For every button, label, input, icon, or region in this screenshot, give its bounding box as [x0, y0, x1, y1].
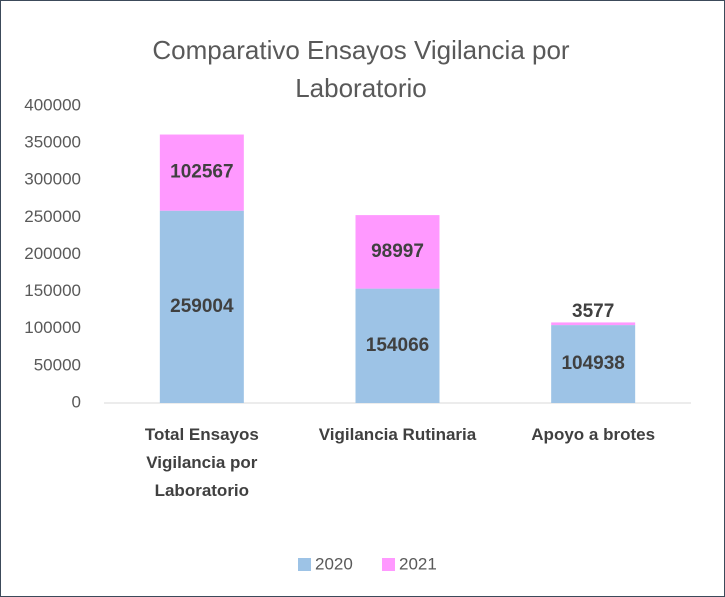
y-tick-label: 250000: [24, 207, 81, 226]
legend-label: 2020: [315, 554, 353, 573]
data-label: 3577: [572, 301, 614, 322]
legend-swatch: [298, 558, 311, 571]
y-tick-label: 300000: [24, 170, 81, 189]
data-label: 102567: [170, 162, 233, 183]
y-tick-label: 150000: [24, 281, 81, 300]
x-tick-label: Vigilancia Rutinaria: [318, 425, 477, 444]
bar-segment: [551, 322, 636, 326]
data-label: 154066: [366, 335, 429, 356]
y-tick-label: 200000: [24, 244, 81, 263]
data-label: 259004: [170, 296, 234, 317]
chart-title: Comparativo Ensayos Vigilancia por Labor…: [152, 35, 570, 103]
bar-segment: [159, 134, 244, 211]
y-tick-label: 350000: [24, 133, 81, 152]
bar-segment: [355, 215, 440, 289]
data-label: 98997: [371, 241, 424, 262]
y-tick-label: 50000: [34, 355, 81, 374]
legend-label: 2021: [399, 554, 437, 573]
x-tick-label: Total Ensayos Vigilancia por Laboratorio: [144, 425, 259, 500]
y-tick-label: 400000: [24, 95, 81, 114]
bar-segment: [551, 325, 636, 403]
y-tick-label: 0: [72, 392, 81, 411]
legend-swatch: [382, 558, 395, 571]
y-tick-label: 100000: [24, 318, 81, 337]
data-label: 104938: [561, 353, 624, 374]
x-tick-label: Apoyo a brotes: [531, 425, 656, 444]
bar-segment: [159, 210, 244, 403]
bar-segment: [355, 288, 440, 403]
